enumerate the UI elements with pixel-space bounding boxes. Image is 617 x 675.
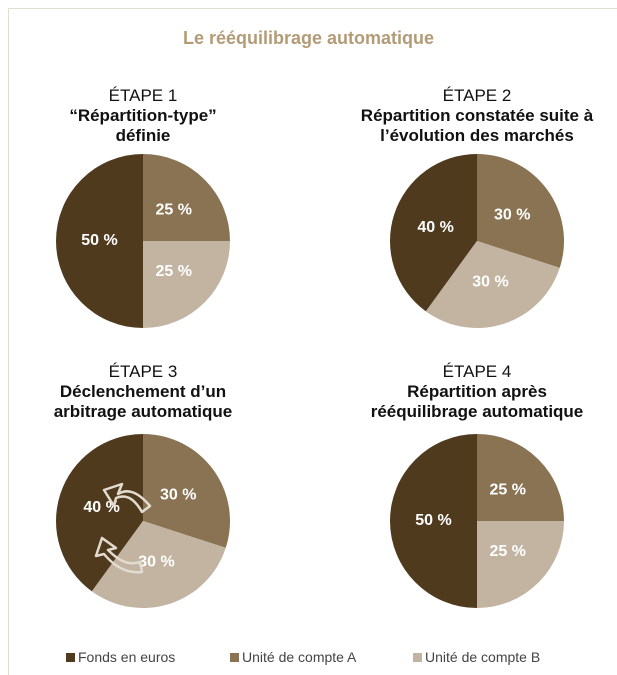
step-title: ÉTAPE 3: [108, 362, 178, 381]
slice-label: 50 %: [81, 232, 117, 249]
legend-swatch: [66, 652, 75, 662]
frame: [8, 8, 617, 675]
arrow: [102, 482, 152, 514]
pie-slice: [143, 434, 230, 548]
pie-slice: [143, 154, 230, 241]
step-subtitle: Déclenchement d’un arbitrage automatique: [53, 382, 233, 421]
chart-heading: ÉTAPE 4 Répartition après rééquilibrage a…: [362, 362, 592, 422]
legend-item: Unité de compte A: [230, 649, 356, 665]
pie-slice: [477, 434, 564, 521]
page-title: Le rééquilibrage automatique: [182, 28, 435, 48]
step-title: ÉTAPE 2: [442, 86, 512, 105]
legend-label: Fonds en euros: [78, 649, 176, 665]
slice-label: 25 %: [156, 201, 192, 218]
pie-slice: [389, 154, 477, 312]
legend-swatch: [230, 652, 239, 662]
slice-label: 30 %: [494, 207, 530, 224]
pie-slice: [477, 154, 565, 268]
legend-swatch: [413, 652, 422, 662]
step-title: ÉTAPE 4: [442, 362, 512, 381]
legend-label: Unité de compte A: [242, 649, 357, 665]
pie-slice: [56, 154, 143, 328]
arbitrage-arrows: [94, 482, 152, 574]
pie-slice: [91, 521, 226, 608]
step-subtitle: Répartition constatée suite à l’évolutio…: [360, 106, 594, 145]
legend-item: Fonds en euros: [66, 649, 175, 665]
step-title: ÉTAPE 1: [108, 86, 178, 105]
legend-item: Unité de compte B: [413, 649, 540, 665]
slice-label: 25 %: [490, 481, 526, 498]
step-subtitle: “Répartition-type” définie: [69, 106, 217, 145]
pie-slice: [425, 241, 560, 329]
slice-label: 40 %: [417, 219, 453, 236]
slice-label: 30 %: [472, 274, 508, 291]
pie-slice: [143, 241, 230, 328]
step-subtitle: Répartition après rééquilibrage automati…: [370, 382, 584, 421]
chart-heading: ÉTAPE 1 “Répartition-type” définie: [48, 86, 238, 146]
pie-slice: [56, 434, 143, 592]
chart-heading: ÉTAPE 3 Déclenchement d’un arbitrage auto…: [43, 362, 243, 422]
legend-label: Unité de compte B: [425, 649, 541, 665]
slice-label: 25 %: [156, 263, 192, 280]
pie-slice: [477, 521, 564, 608]
slice-label: 30 %: [160, 487, 196, 504]
slice-label: 25 %: [490, 543, 526, 560]
slice-label: 30 %: [138, 554, 174, 571]
pie-slice: [390, 434, 477, 608]
chart-heading: ÉTAPE 2 Répartition constatée suite à l’é…: [352, 86, 602, 146]
arrow: [94, 536, 144, 574]
slice-label: 50 %: [415, 512, 451, 529]
